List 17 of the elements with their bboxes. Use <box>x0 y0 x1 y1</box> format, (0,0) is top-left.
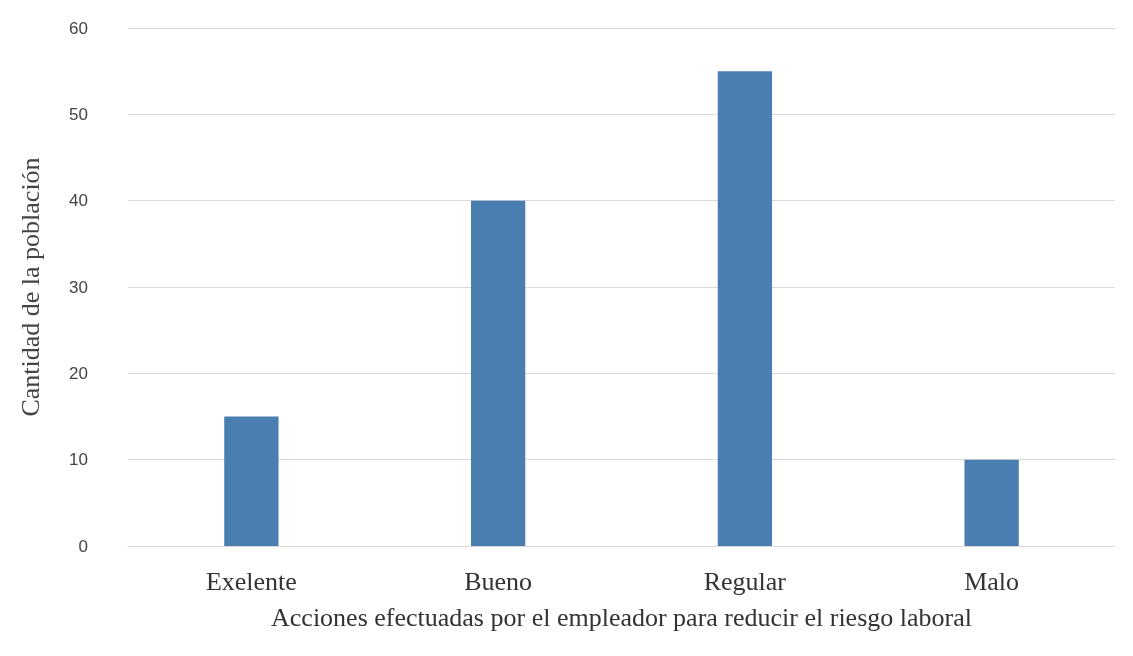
y-axis-title: Cantidad de la población <box>15 157 45 417</box>
y-tick-label: 10 <box>69 450 88 470</box>
y-tick-label: 60 <box>69 18 88 38</box>
bar <box>224 416 279 546</box>
x-tick-label: Exelente <box>205 566 297 596</box>
y-tick-label: 20 <box>69 363 88 383</box>
x-tick-label: Bueno <box>464 566 533 596</box>
x-tick-label: Regular <box>703 566 787 596</box>
x-tick-label: Malo <box>964 566 1020 596</box>
bar <box>470 200 526 546</box>
bar <box>964 459 1019 546</box>
bar <box>717 71 773 546</box>
x-axis-title: Acciones efectuadas por el empleador para reducir el riesgo laboral <box>271 602 972 632</box>
y-tick-label: 0 <box>78 536 88 556</box>
y-tick-label: 30 <box>69 277 88 297</box>
y-tick-label: 50 <box>69 104 88 124</box>
y-tick-label: 40 <box>69 191 88 211</box>
